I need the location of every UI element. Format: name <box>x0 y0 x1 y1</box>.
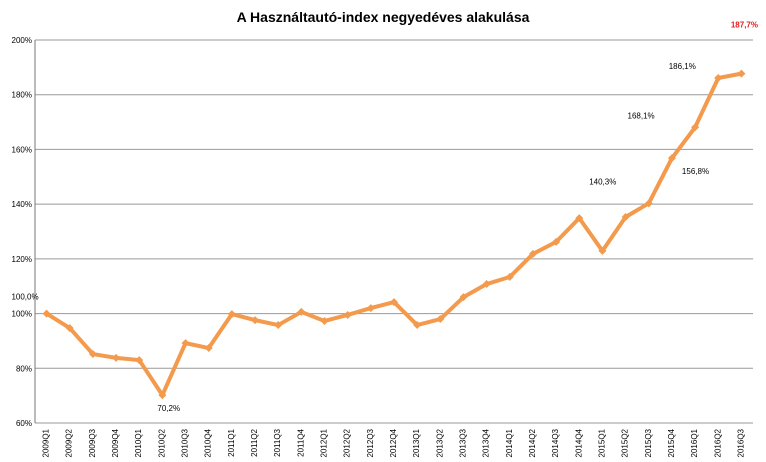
y-tick-label: 120% <box>12 255 32 264</box>
x-tick-label: 2015Q2 <box>621 428 630 457</box>
x-tick-label: 2014Q3 <box>551 428 560 457</box>
x-tick-label: 2011Q4 <box>296 428 305 456</box>
x-tick-label: 2015Q4 <box>667 428 676 457</box>
marker <box>181 339 190 348</box>
marker <box>691 123 700 132</box>
y-tick-label: 60% <box>16 419 32 428</box>
marker <box>112 353 121 362</box>
data-label: 187,7% <box>731 21 758 30</box>
y-tick-label: 160% <box>12 145 32 154</box>
marker <box>366 304 375 313</box>
marker <box>88 350 97 359</box>
marker <box>390 298 398 307</box>
x-tick-label: 2011Q2 <box>250 428 259 456</box>
x-tick-label: 2015Q3 <box>644 428 653 457</box>
marker <box>459 293 468 302</box>
x-tick-label: 2012Q1 <box>320 428 329 457</box>
marker <box>65 324 74 333</box>
x-tick-label: 2013Q4 <box>482 428 491 457</box>
marker <box>552 237 561 246</box>
x-tick-label: 2009Q2 <box>65 428 74 457</box>
x-tick-label: 2012Q2 <box>343 428 352 457</box>
y-tick-label: 80% <box>16 364 32 373</box>
marker <box>482 280 491 289</box>
x-tick-label: 2011Q1 <box>227 428 236 456</box>
y-tick-label: 100% <box>12 310 32 319</box>
data-line <box>45 71 742 398</box>
marker <box>343 310 352 319</box>
marker <box>505 272 514 281</box>
marker <box>413 321 422 330</box>
x-tick-label: 2010Q2 <box>157 428 166 457</box>
marker <box>135 356 144 365</box>
x-tick-label: 2012Q4 <box>389 428 398 457</box>
x-tick-label: 2009Q4 <box>111 428 120 457</box>
x-tick-label: 2009Q1 <box>42 428 51 457</box>
x-tick-label: 2013Q1 <box>412 428 421 457</box>
marker <box>204 344 213 353</box>
marker <box>436 315 445 324</box>
marker <box>158 391 167 400</box>
y-tick-label: 180% <box>12 91 32 100</box>
x-tick-label: 2013Q2 <box>435 428 444 457</box>
data-label: 186,1% <box>669 62 696 71</box>
marker <box>667 154 676 163</box>
x-tick-label: 2010Q4 <box>204 428 213 457</box>
marker <box>227 310 236 319</box>
marker <box>714 74 723 83</box>
data-label: 70,2% <box>157 404 180 413</box>
marker <box>644 199 653 208</box>
x-tick-label: 2013Q3 <box>458 428 467 457</box>
x-tick-label: 2011Q3 <box>273 428 282 456</box>
x-tick-label: 2009Q3 <box>88 428 97 457</box>
x-tick-label: 2012Q3 <box>366 428 375 457</box>
marker <box>297 307 306 316</box>
x-tick-label: 2010Q3 <box>181 428 190 457</box>
marker <box>42 309 51 318</box>
x-tick-label: 2010Q1 <box>134 428 143 457</box>
marker <box>251 316 260 325</box>
marker <box>320 316 329 325</box>
y-tick-label: 140% <box>12 200 32 209</box>
data-label: 156,8% <box>682 167 709 176</box>
marker <box>528 249 537 258</box>
x-tick-label: 2016Q2 <box>713 428 722 457</box>
x-tick-label: 2015Q1 <box>597 428 606 457</box>
x-tick-label: 2014Q4 <box>574 428 583 457</box>
x-tick-label: 2014Q2 <box>528 428 537 457</box>
marker <box>598 246 607 255</box>
marker <box>575 214 584 223</box>
data-label: 168,1% <box>628 111 655 120</box>
marker <box>737 69 746 78</box>
marker <box>621 213 630 222</box>
x-tick-label: 2016Q1 <box>690 428 699 457</box>
data-label: 140,3% <box>589 177 616 186</box>
x-tick-label: 2014Q1 <box>505 428 514 457</box>
chart-title: A Használtautó-index negyedéves alakulás… <box>237 9 530 25</box>
x-tick-label: 2016Q3 <box>736 428 745 457</box>
data-label: 100,0% <box>11 293 38 302</box>
y-tick-label: 200% <box>12 36 32 45</box>
marker <box>274 321 283 330</box>
